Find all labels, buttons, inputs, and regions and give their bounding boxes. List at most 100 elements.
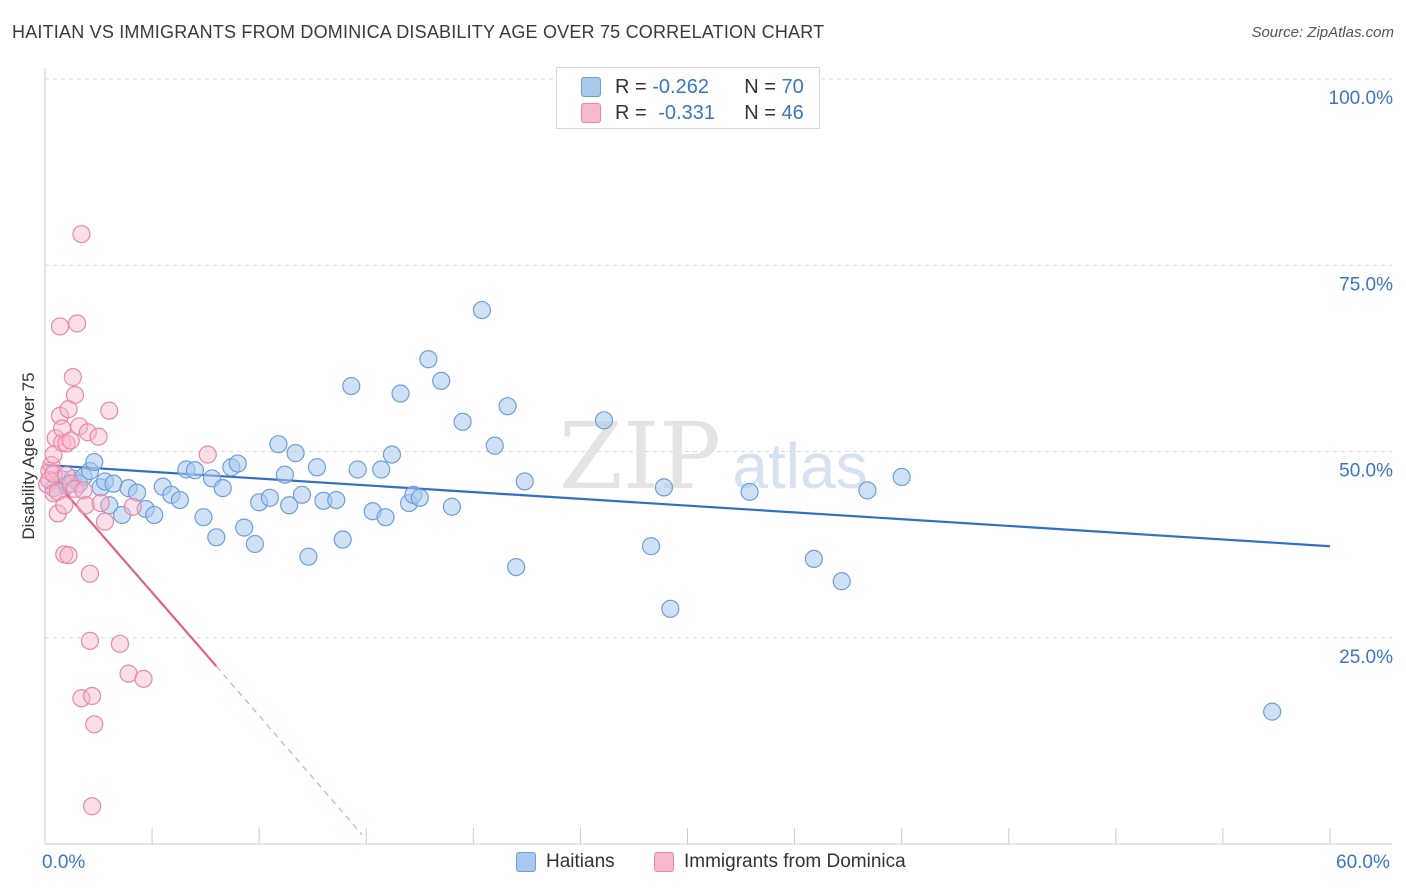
haitians-point	[654, 478, 674, 497]
legend-n-value: 46	[781, 101, 804, 124]
dominica-point	[61, 431, 80, 450]
haitians-point	[432, 371, 451, 390]
dominica-point	[59, 546, 78, 565]
haitians-point	[127, 483, 147, 502]
haitians-point	[453, 412, 472, 431]
dominica-point	[74, 481, 93, 500]
haitians-point	[382, 445, 402, 464]
y-tick-label: 25.0%	[1339, 647, 1393, 668]
haitians-point	[442, 497, 462, 516]
legend-n-value: 70	[781, 75, 804, 98]
y-tick-labels: 100.0% 75.0% 50.0% 25.0%	[1329, 88, 1394, 668]
haitians-point	[858, 481, 877, 500]
dominica-point	[76, 496, 95, 515]
dominica-point	[80, 564, 100, 583]
dominica-point	[110, 634, 130, 653]
haitians-point	[892, 467, 911, 487]
haitians-point	[372, 460, 391, 479]
haitians-point	[342, 376, 361, 396]
legend-r-value: -0.331	[658, 101, 715, 124]
dominica-point	[55, 496, 74, 515]
legend-swatch-blue	[581, 77, 601, 97]
dominica-point	[100, 401, 119, 420]
dominica-point	[85, 715, 104, 734]
dominica-point	[72, 224, 91, 244]
haitians-point	[832, 572, 851, 591]
haitians-point	[515, 472, 534, 491]
chart-title: HAITIAN VS IMMIGRANTS FROM DOMINICA DISA…	[12, 22, 825, 42]
haitians-point	[661, 599, 680, 618]
series-legend: Haitians Immigrants from Dominica	[0, 851, 1406, 877]
haitians-point	[391, 384, 410, 403]
dominica-point	[57, 466, 76, 485]
dominica-point	[80, 631, 100, 650]
haitians-point	[1263, 702, 1282, 721]
haitians-point	[286, 444, 305, 463]
haitians-trend-line	[44, 463, 1331, 548]
haitians-point	[485, 436, 504, 455]
haitians-point	[292, 485, 312, 504]
x-axis-min-label: 0.0%	[42, 852, 86, 873]
haitians-point	[207, 528, 226, 547]
legend-label-haitians: Haitians	[546, 851, 615, 872]
y-tick-label: 100.0%	[1329, 88, 1394, 109]
haitians-point	[333, 530, 352, 549]
trend-lines	[44, 463, 1331, 835]
haitians-point	[507, 557, 526, 577]
haitians-point	[804, 549, 823, 569]
haitians-point	[260, 488, 279, 507]
haitians-point	[194, 508, 213, 527]
haitians-point	[104, 474, 123, 493]
dominica-trend-line	[44, 468, 218, 667]
haitians-point	[280, 496, 299, 515]
legend-label-dominica: Immigrants from Dominica	[684, 851, 906, 872]
dominica-point	[83, 686, 102, 706]
legend-n-label: N =	[744, 75, 782, 98]
haitians-point	[185, 461, 205, 480]
haitians-points	[44, 300, 1282, 721]
dominica-point	[78, 423, 97, 442]
haitians-point	[594, 411, 614, 430]
haitians-point	[641, 537, 661, 556]
watermark-zip: ZIP	[559, 403, 721, 510]
legend-r-value: -0.262	[652, 75, 709, 98]
dominica-point	[50, 317, 70, 336]
legend-swatch-pink	[654, 852, 674, 872]
haitians-point	[376, 508, 395, 527]
dominica-point	[89, 427, 108, 446]
haitians-point	[472, 300, 491, 320]
legend-swatch-pink	[581, 103, 601, 123]
haitians-point	[145, 505, 164, 525]
legend-item-haitians: Haitians	[516, 851, 615, 873]
dominica-point	[123, 497, 142, 516]
dominica-points	[38, 224, 217, 816]
legend-row-haitians: R = -0.262 N = 70	[581, 75, 804, 99]
haitians-point	[740, 482, 759, 501]
dominica-point	[72, 689, 91, 708]
haitians-point	[85, 452, 104, 472]
dominica-point	[68, 314, 87, 333]
y-axis-label: Disability Age Over 75	[19, 372, 38, 540]
legend-n-label: N =	[744, 101, 782, 124]
dominica-point	[65, 385, 85, 405]
haitians-point	[299, 547, 318, 566]
haitians-point	[275, 465, 294, 484]
haitians-point	[235, 518, 254, 537]
x-axis-max-label: 60.0%	[1336, 852, 1390, 873]
dominica-trend-extension	[215, 665, 363, 835]
haitians-point	[327, 490, 346, 510]
grid-lines	[45, 78, 1392, 639]
haitians-point	[228, 454, 247, 473]
y-tick-label: 75.0%	[1339, 274, 1393, 295]
haitians-point	[307, 458, 327, 477]
y-tick-label: 50.0%	[1339, 461, 1393, 482]
haitians-point	[269, 435, 288, 454]
dominica-point	[198, 445, 217, 464]
haitians-point	[498, 397, 517, 416]
legend-r-label: R =	[615, 75, 653, 98]
haitians-point	[419, 350, 438, 369]
legend-item-dominica: Immigrants from Dominica	[654, 851, 906, 873]
legend-swatch-blue	[516, 852, 536, 872]
haitians-point	[410, 488, 429, 507]
